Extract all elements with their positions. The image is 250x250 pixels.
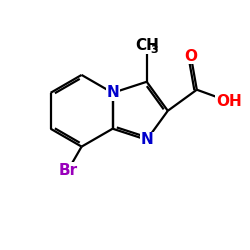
Text: 3: 3: [150, 46, 158, 56]
Text: Br: Br: [58, 163, 78, 178]
Text: N: N: [106, 85, 119, 100]
Text: OH: OH: [216, 94, 242, 109]
Text: N: N: [140, 132, 153, 147]
Text: CH: CH: [135, 38, 159, 54]
Text: O: O: [184, 49, 198, 64]
